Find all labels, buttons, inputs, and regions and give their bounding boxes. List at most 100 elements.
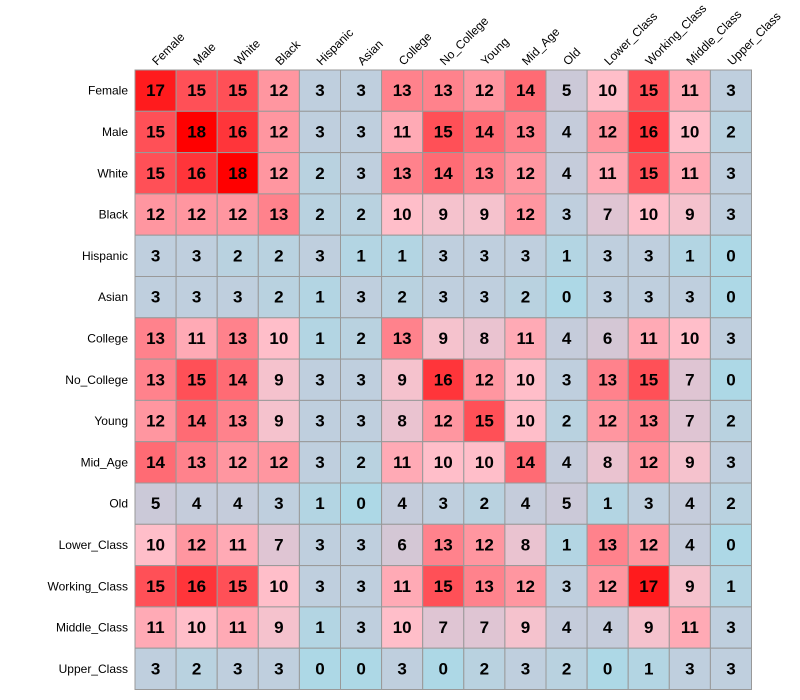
cell-value-label: 3: [562, 577, 571, 596]
cell-value-label: 7: [685, 370, 694, 389]
cell-value-label: 12: [269, 81, 288, 100]
heatmap-cell: [257, 523, 300, 567]
cell-value-label: 9: [274, 618, 283, 637]
cell-value-label: 3: [151, 288, 160, 307]
heatmap-cell: [709, 69, 753, 112]
cell-value-label: 2: [315, 205, 324, 224]
cell-value-label: 9: [274, 370, 283, 389]
heatmap-cell: [422, 565, 465, 608]
row-label: Male: [102, 125, 128, 139]
cell-value-label: 2: [233, 246, 242, 265]
cell-value-label: 2: [480, 659, 489, 678]
heatmap-cell: [257, 441, 300, 484]
row-label: Young: [94, 414, 128, 428]
cell-value-label: 1: [315, 494, 324, 513]
cell-value-label: 15: [146, 164, 165, 183]
cell-value-label: 12: [187, 205, 206, 224]
cell-value-label: 8: [480, 329, 489, 348]
cell-value-label: 14: [187, 412, 206, 431]
cell-value-label: 1: [315, 288, 324, 307]
cell-value-label: 4: [233, 494, 243, 513]
heatmap-cell: [586, 69, 629, 112]
heatmap-cell: [216, 234, 259, 277]
heatmap-cell: [298, 565, 341, 608]
cell-value-label: 3: [644, 246, 653, 265]
cell-value-label: 2: [192, 659, 201, 678]
cell-value-label: 12: [228, 205, 247, 224]
cell-value-label: 2: [726, 494, 735, 513]
cell-value-label: 2: [356, 453, 365, 472]
cell-value-label: 13: [146, 370, 165, 389]
cell-value-label: 16: [228, 122, 247, 141]
cell-value-label: 12: [187, 535, 206, 554]
cell-value-label: 0: [562, 288, 571, 307]
heatmap-cell: [627, 441, 670, 484]
heatmap-cell: [175, 317, 218, 360]
heatmap-cell: [340, 193, 383, 236]
cell-value-label: 3: [439, 494, 448, 513]
cell-value-label: 13: [228, 412, 247, 431]
cell-value-label: 3: [726, 205, 735, 224]
heatmap-cell: [586, 110, 629, 154]
cell-value-label: 7: [480, 618, 489, 637]
heatmap-cell: [381, 193, 424, 236]
cell-value-label: 10: [187, 618, 206, 637]
cell-value-label: 4: [521, 494, 531, 513]
heatmap-cell: [709, 565, 753, 608]
heatmap-cell: [422, 358, 465, 401]
column-label: Black: [273, 37, 304, 68]
cell-value-label: 1: [685, 246, 694, 265]
heatmap-cell: [257, 317, 300, 360]
column-label: Female: [149, 30, 187, 68]
heatmap-cell: [668, 358, 711, 401]
heatmap-cell: [381, 399, 424, 443]
heatmap-cell: [381, 565, 424, 608]
heatmap-cell: [422, 69, 465, 112]
cell-value-label: 4: [562, 618, 572, 637]
cell-value-label: 11: [393, 122, 411, 141]
cell-value-label: 18: [187, 122, 206, 141]
heatmap-cell: [216, 69, 259, 112]
heatmap-cell: [709, 234, 753, 277]
cell-value-label: 17: [146, 81, 165, 100]
cell-value-label: 8: [603, 453, 612, 472]
cell-value-label: 2: [480, 494, 489, 513]
heatmap-cell: [627, 399, 670, 443]
heatmap-cell: [627, 193, 670, 236]
heatmap-cell: [216, 606, 259, 649]
cell-value-label: 10: [639, 205, 658, 224]
heatmap-cell: [545, 358, 588, 401]
column-label: Old: [560, 45, 583, 68]
heatmap-cell: [175, 565, 218, 608]
cell-value-label: 3: [480, 288, 489, 307]
cell-value-label: 3: [315, 577, 324, 596]
cell-value-label: 13: [393, 164, 412, 183]
cell-value-label: 3: [439, 246, 448, 265]
heatmap-cell: [175, 234, 218, 277]
heatmap-cell: [668, 482, 711, 525]
cell-value-label: 13: [393, 81, 412, 100]
heatmap-cell: [709, 193, 753, 236]
heatmap-cell: [340, 234, 383, 277]
column-label: College: [396, 29, 435, 68]
cell-value-label: 3: [315, 370, 324, 389]
heatmap-cell: [668, 69, 711, 112]
heatmap-cell: [668, 523, 711, 567]
heatmap-cell: [381, 441, 424, 484]
cell-value-label: 14: [228, 370, 247, 389]
heatmap-cell: [340, 110, 383, 154]
cell-value-label: 13: [434, 535, 453, 554]
heatmap-cell: [134, 482, 177, 525]
heatmap-cell: [257, 276, 300, 319]
row-label: Lower_Class: [59, 538, 128, 552]
cell-value-label: 12: [146, 412, 165, 431]
heatmap-cell: [709, 110, 753, 154]
row-label: Old: [109, 497, 128, 511]
cell-value-label: 1: [356, 246, 365, 265]
heatmap-cell: [627, 152, 670, 195]
heatmap-cell: [668, 647, 711, 691]
cell-value-label: 3: [233, 659, 242, 678]
cell-value-label: 2: [726, 122, 735, 141]
heatmap-cell: [381, 523, 424, 567]
cell-value-label: 3: [603, 288, 612, 307]
